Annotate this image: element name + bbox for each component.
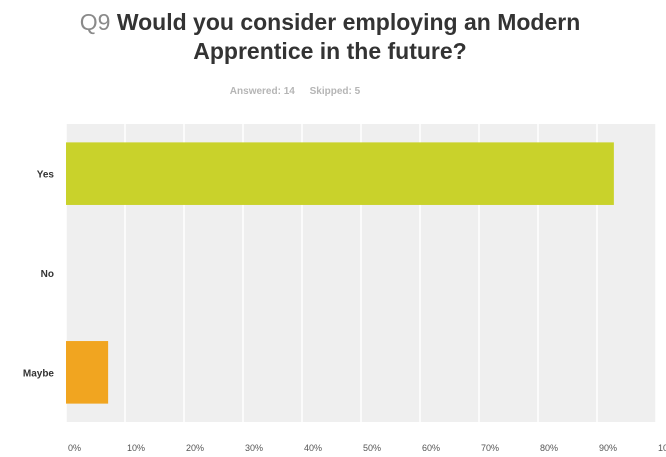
x-tick-label: 50% [363, 443, 381, 453]
question-text: Would you consider employing an Modern A… [116, 9, 581, 64]
x-tick-label: 40% [304, 443, 322, 453]
x-tick-label: 70% [481, 443, 499, 453]
x-tick-label: 60% [422, 443, 440, 453]
category-label: Yes [37, 170, 55, 181]
question-title: Q9 Would you consider employing an Moder… [70, 8, 590, 66]
x-tick-label: 90% [599, 443, 617, 453]
x-tick-label: 80% [540, 443, 558, 453]
response-stats: Answered: 14 Skipped: 5 [0, 86, 590, 97]
category-label: No [41, 269, 54, 280]
question-number: Q9 [79, 9, 111, 35]
x-tick-label: 100% [658, 443, 666, 453]
x-tick-label: 10% [127, 443, 145, 453]
bar-yes [66, 142, 614, 205]
x-tick-label: 20% [186, 443, 204, 453]
x-tick-label: 0% [68, 443, 81, 453]
category-label: Maybe [23, 368, 55, 379]
answered-count: Answered: 14 [229, 86, 295, 97]
bar-maybe [66, 341, 109, 404]
x-tick-label: 30% [245, 443, 263, 453]
skipped-count: Skipped: 5 [309, 86, 361, 97]
